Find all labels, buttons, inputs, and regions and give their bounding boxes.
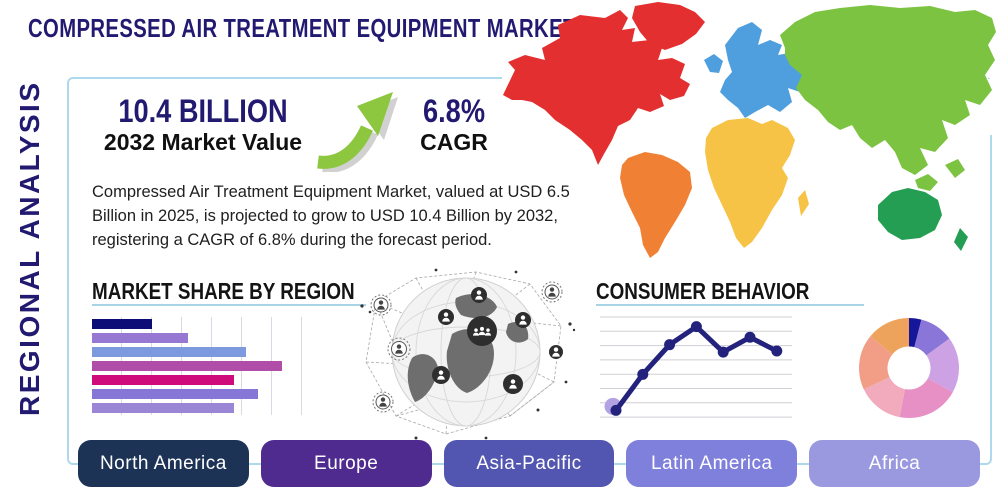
cagr-caption: CAGR xyxy=(420,129,488,156)
globe-network-illustration xyxy=(360,268,576,440)
donut-slice-6 xyxy=(859,336,893,390)
market-share-heading: MARKET SHARE BY REGION xyxy=(92,278,355,304)
donut-slice-5 xyxy=(863,377,905,418)
market-value-caption: 2032 Market Value xyxy=(103,129,303,156)
group-icon xyxy=(467,316,497,346)
page-title: COMPRESSED AIR TREATMENT EQUIPMENT MARKE… xyxy=(28,13,576,43)
continent-south-america xyxy=(620,152,692,258)
cagr-number: 6.8% xyxy=(423,93,485,129)
bar-region-2 xyxy=(92,333,189,343)
region-button-europe[interactable]: Europe xyxy=(260,440,432,487)
bar-region-1 xyxy=(92,319,153,329)
bar-region-4 xyxy=(92,361,282,371)
region-button-north-america[interactable]: North America xyxy=(78,440,249,487)
market-value-number: 10.4 BILLION xyxy=(118,93,288,129)
bar-region-7 xyxy=(92,403,234,413)
donut-slice-3 xyxy=(926,338,959,393)
continent-greenland xyxy=(632,2,705,50)
market-value-stat: 10.4 BILLION 2032 Market Value xyxy=(88,93,318,156)
bar-region-5 xyxy=(92,375,234,385)
world-map xyxy=(503,2,996,258)
continent-africa xyxy=(705,118,809,248)
region-button-africa[interactable]: Africa xyxy=(809,440,980,487)
continent-australia xyxy=(878,188,968,251)
region-button-asia-pacific[interactable]: Asia-Pacific xyxy=(443,440,615,487)
bar-chart-bars xyxy=(92,319,303,417)
sidebar-vertical-label: REGIONAL ANALYSIS xyxy=(14,80,45,416)
line-chart xyxy=(600,316,792,418)
donut-slice-4 xyxy=(899,378,953,418)
growth-arrow-icon xyxy=(317,92,398,172)
region-buttons-row: North America Europe Asia-Pacific Latin Ame… xyxy=(78,440,980,487)
continent-north-america xyxy=(503,10,690,165)
donut-chart xyxy=(859,318,959,418)
continent-asia xyxy=(780,5,996,191)
region-button-latin-america[interactable]: Latin America xyxy=(626,440,798,487)
donut-slice-1 xyxy=(909,318,922,348)
bar-chart xyxy=(92,317,303,415)
cagr-stat: 6.8% CAGR xyxy=(398,93,510,156)
donut-slice-7 xyxy=(870,318,909,355)
market-description: Compressed Air Treatment Equipment Marke… xyxy=(92,183,570,249)
continent-europe xyxy=(704,22,810,118)
donut-slice-2 xyxy=(914,319,950,356)
consumer-behavior-underline xyxy=(596,304,864,306)
market-share-underline xyxy=(92,304,366,306)
bar-region-6 xyxy=(92,389,258,399)
consumer-behavior-heading: CONSUMER BEHAVIOR xyxy=(596,278,810,304)
bar-region-3 xyxy=(92,347,246,357)
